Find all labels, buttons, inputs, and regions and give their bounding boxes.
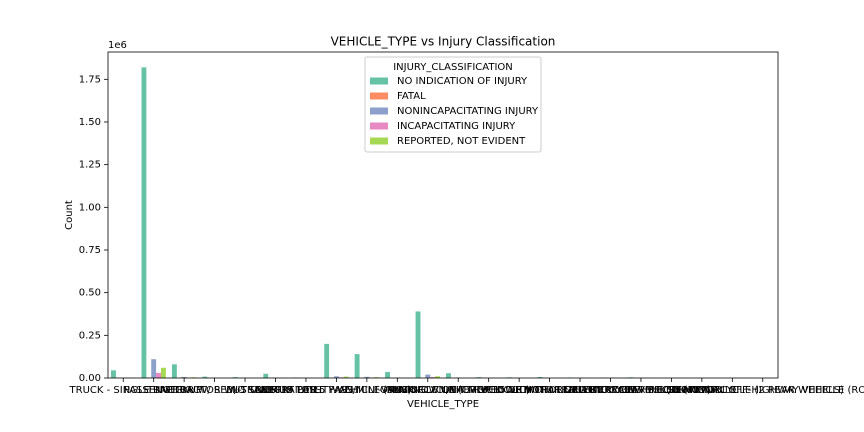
x-tick-label: TRACTOR W/O SEMI-TRAILER	[173, 385, 317, 396]
y-offset-label: 1e6	[108, 40, 127, 51]
x-tick-label: OTHER	[380, 385, 415, 396]
bar	[171, 364, 177, 378]
legend-swatch	[370, 122, 388, 130]
legend-title: INJURY_CLASSIFICATION	[393, 62, 513, 73]
bar	[415, 311, 421, 378]
x-tick-label: SPORT UTILITY VEHICLE (SUV)	[261, 385, 411, 396]
y-tick-label: 1.50	[79, 117, 101, 128]
x-tick-label: MOTOR DRIVEN CYCLE	[523, 385, 636, 396]
legend-label: FATAL	[397, 91, 426, 102]
bar	[476, 377, 482, 378]
x-tick-label: PASSENGER	[124, 385, 184, 396]
legend: INJURY_CLASSIFICATION NO INDICATION OF IN…	[364, 56, 542, 153]
x-tick-label: ALL-TERRAIN VEHICLE (ATV)	[571, 385, 710, 396]
y-tick-label: 0.00	[79, 373, 101, 384]
bar	[385, 372, 391, 378]
chart-title: VEHICLE_TYPE vs Injury Classification	[331, 35, 556, 49]
bar	[151, 359, 157, 378]
x-tick-label: MOPED OR MOTORIZED BICYCLE	[468, 385, 631, 396]
legend-swatch	[370, 92, 388, 100]
legend-swatch	[370, 137, 388, 145]
x-tick-label: SNOWMOBILE	[667, 385, 737, 396]
y-tick-label: 1.75	[79, 74, 101, 85]
bar	[232, 377, 238, 378]
legend-swatch	[370, 107, 388, 115]
bar	[263, 373, 269, 378]
legend-swatch	[370, 77, 388, 85]
y-tick-label: 0.75	[79, 245, 101, 256]
y-tick-label: 0.50	[79, 288, 101, 299]
bar	[156, 372, 161, 378]
bar	[430, 376, 436, 378]
bar	[324, 343, 330, 378]
bar	[364, 376, 370, 378]
x-tick-label: 3-WHEELED MOTORCYCLE (2 REAR WHEELS)	[621, 385, 844, 396]
x-tick-label: VAN/MINI-VAN	[332, 385, 401, 396]
x-tick-label: RECREATIONAL OFF-HIGHWAY VEHICLE (ROV)	[649, 385, 864, 396]
bar	[374, 377, 380, 378]
x-tick-label: AUTOCYCLE	[581, 385, 640, 396]
x-tick-label: BUS OVER 15 PASS.	[226, 385, 325, 396]
legend-label: NONINCAPACITATING INJURY	[397, 106, 539, 117]
y-tick-label: 0.25	[79, 330, 101, 341]
y-tick-label: 1.25	[79, 160, 101, 171]
x-tick-label: MOTORCYCLE (OVER 150CC)	[387, 385, 530, 396]
bar	[343, 376, 349, 378]
legend-label: REPORTED, NOT EVIDENT	[397, 136, 526, 147]
legend-box	[364, 56, 542, 153]
bar	[435, 376, 440, 378]
x-tick-label: BUS UP TO 15 PASS.	[255, 385, 356, 396]
x-tick-label: OTHER VEHICLE WITH TRAILER	[442, 385, 597, 396]
y-axis-label: Count	[64, 200, 75, 230]
x-tick-label: UNKNOWN/NA	[392, 385, 464, 396]
bar	[160, 367, 166, 378]
bar	[181, 376, 187, 378]
bar	[354, 354, 360, 378]
x-tick-label: TRACTOR W/ SEMI-TRAILER	[146, 385, 282, 396]
bar	[141, 67, 147, 378]
plot-frame	[107, 51, 779, 379]
legend-label: INCAPACITATING INJURY	[397, 121, 516, 132]
y-tick-label: 1.00	[79, 202, 101, 213]
bar	[446, 373, 451, 378]
x-axis-label: VEHICLE_TYPE	[407, 399, 479, 410]
x-tick-label: SINGLE UNIT TRUCK WITH TRAILER	[401, 385, 576, 396]
bar	[333, 376, 339, 378]
bar	[202, 376, 208, 378]
bar	[111, 370, 116, 378]
bar	[537, 376, 543, 378]
x-tick-label: TRUCK - SINGLE UNIT	[69, 385, 178, 396]
bar	[425, 374, 431, 378]
x-tick-label: PICKUP	[166, 385, 202, 396]
legend-label: NO INDICATION OF INJURY	[397, 76, 528, 87]
x-tick-label: FARM EQUIPMENT	[627, 385, 717, 396]
